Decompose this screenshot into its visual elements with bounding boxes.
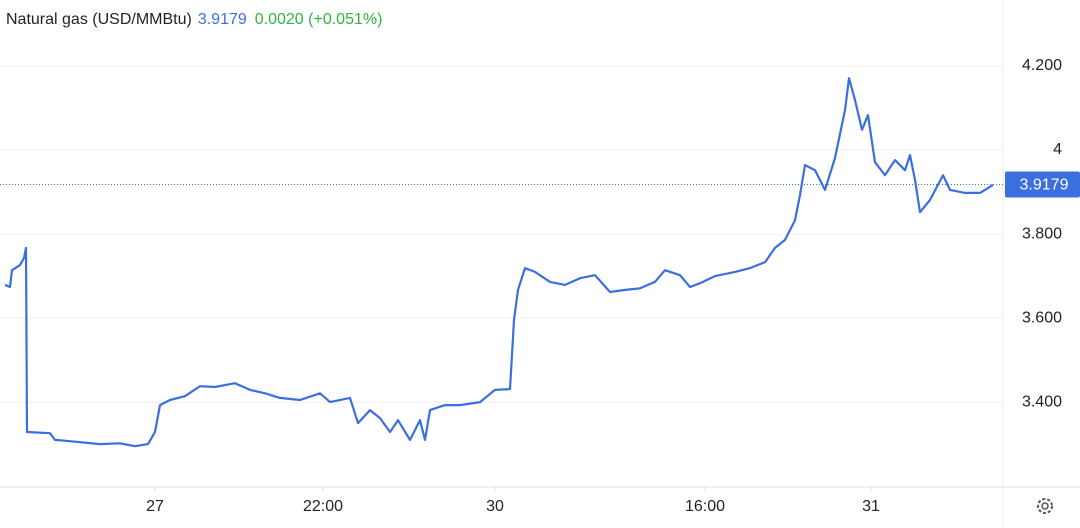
last-price-label: 3.9179 [1020,177,1069,194]
y-tick-label: 4.200 [1022,57,1062,74]
x-tick-label: 22:00 [303,498,343,515]
last-price: 3.9179 [198,11,247,28]
chart-title: Natural gas (USD/MMBtu) [6,11,192,28]
last-price-tag [1005,171,1080,198]
x-tick-label: 16:00 [685,498,725,515]
x-tick-label: 30 [486,498,504,515]
y-tick-label: 3.800 [1022,225,1062,242]
y-tick-label: 4 [1053,141,1062,158]
settings-icon[interactable] [1037,498,1053,514]
price-change: 0.0020 (+0.051%) [255,11,383,28]
x-tick-label: 27 [146,498,164,515]
price-line [4,77,994,448]
x-tick-label: 31 [862,498,880,515]
y-tick-label: 3.600 [1022,309,1062,326]
y-tick-label: 3.400 [1022,393,1062,410]
